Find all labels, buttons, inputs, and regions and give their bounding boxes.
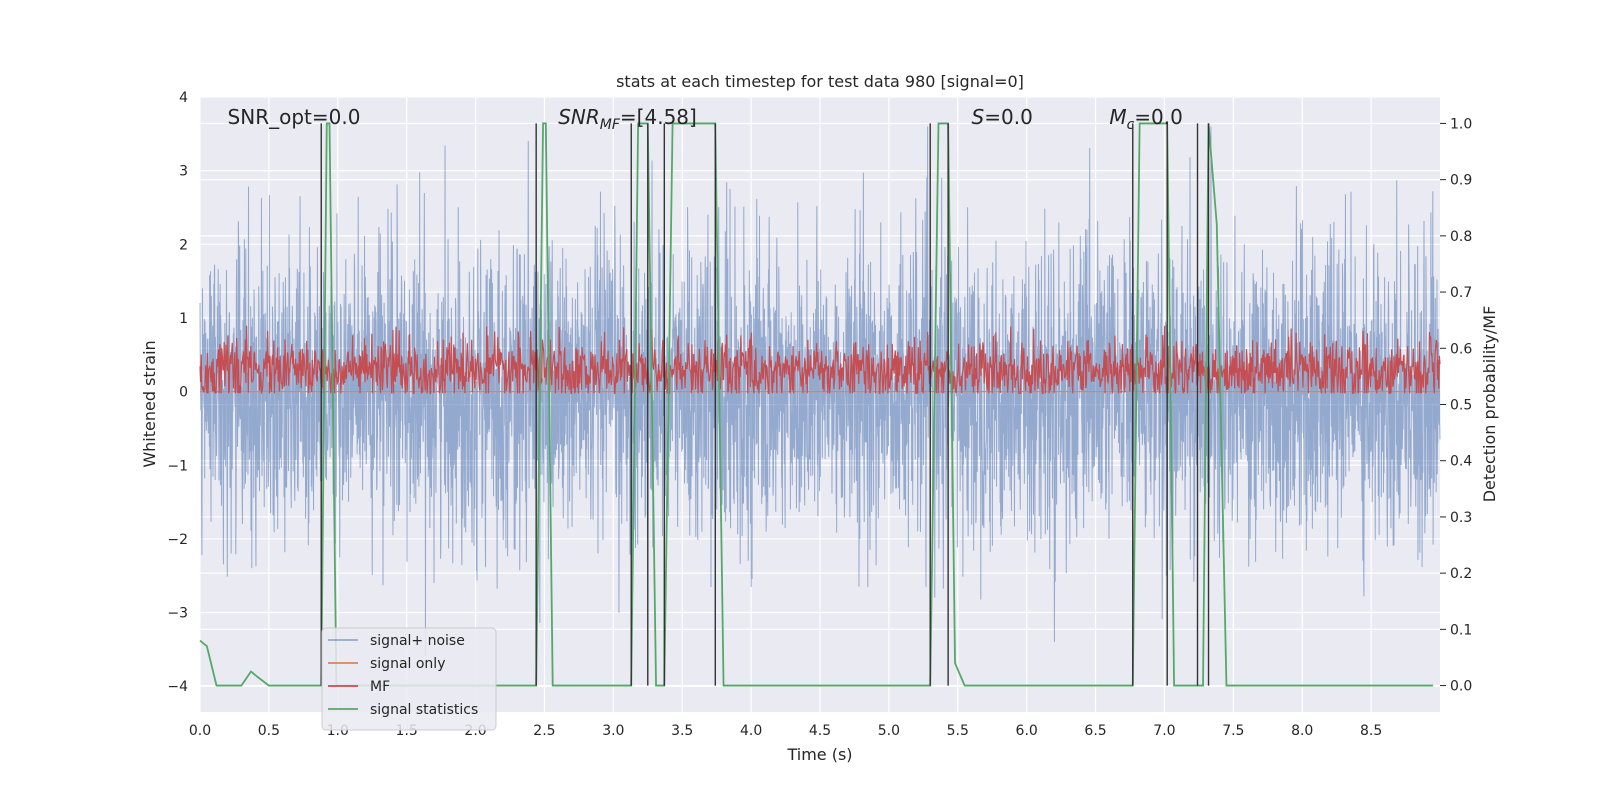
y-right-tick-label: 0.1 [1450, 622, 1472, 638]
legend-label: MF [370, 679, 390, 695]
annotation-text: S=0.0 [972, 105, 1033, 129]
legend-box [321, 627, 497, 731]
legend-label: signal statistics [370, 702, 478, 718]
y-right-tick-label: 0.4 [1450, 454, 1472, 470]
legend-label: signal+ noise [370, 633, 465, 649]
x-tick-label: 7.5 [1222, 723, 1244, 739]
y-left-tick-label: −2 [167, 532, 188, 548]
series-layer [199, 122, 1441, 687]
x-tick-label: 3.0 [602, 723, 624, 739]
y-right-tick-label: 0.6 [1450, 341, 1472, 357]
x-tick-label: 0.0 [189, 723, 211, 739]
legend-label: signal only [370, 656, 445, 672]
y-left-tick-label: 2 [179, 237, 188, 253]
y-right-axis-label: Detection probability/MF [1480, 306, 1499, 503]
annotation-text: Mc=0.0 [1109, 105, 1183, 133]
x-tick-label: 2.5 [533, 723, 555, 739]
x-tick-label: 5.0 [878, 723, 900, 739]
y-right-tick-label: 0.7 [1450, 285, 1472, 301]
annotation-text: SNR_opt=0.0 [228, 105, 361, 129]
y-left-tick-label: 3 [179, 164, 188, 180]
y-left-tick-label: 1 [179, 311, 188, 327]
x-tick-label: 3.5 [671, 723, 693, 739]
x-tick-label: 4.0 [740, 723, 762, 739]
legend: signal+ noise signal only MF signal statist… [321, 627, 497, 731]
y-left-axis-label: Whitened strain [140, 340, 159, 467]
y-right-tick-label: 0.8 [1450, 229, 1472, 245]
y-right-tick-label: 0.0 [1450, 679, 1472, 695]
x-tick-label: 0.5 [258, 723, 280, 739]
y-right-tick-label: 0.5 [1450, 398, 1472, 414]
x-tick-label: 8.0 [1291, 723, 1313, 739]
series-signal-statistics [199, 122, 1434, 687]
y-left-tick-label: −1 [167, 458, 188, 474]
y-left-tick-label: 0 [179, 385, 188, 401]
y-right-tick-label: 1.0 [1450, 116, 1472, 132]
y-right-tick-label: 0.9 [1450, 173, 1472, 189]
y-left-axis-ticks: −4 −3 −2 −1 0 1 2 3 4 [167, 90, 188, 695]
x-tick-label: 7.0 [1153, 723, 1175, 739]
x-tick-label: 4.5 [809, 723, 831, 739]
y-left-tick-label: −3 [167, 606, 188, 622]
x-tick-label: 6.5 [1084, 723, 1106, 739]
y-left-tick-label: −4 [167, 679, 188, 695]
y-right-tick-label: 0.3 [1450, 510, 1472, 526]
x-tick-label: 8.5 [1360, 723, 1382, 739]
annotation-text: SNRMF=[4.58] [558, 105, 697, 133]
chart-title: stats at each timestep for test data 980… [616, 72, 1024, 91]
y-right-tick-label: 0.2 [1450, 566, 1472, 582]
series-mf [199, 325, 1441, 395]
annotations: SNR_opt=0.0 SNRMF=[4.58] S=0.0 Mc=0.0 [228, 105, 1183, 133]
y-left-tick-label: 4 [179, 90, 188, 106]
x-tick-label: 5.5 [947, 723, 969, 739]
y-right-axis-ticks: 0.0 0.1 0.2 0.3 0.4 0.5 0.6 0.7 0.8 0.9 1.0 [1440, 116, 1472, 695]
x-axis-label: Time (s) [786, 745, 852, 764]
x-tick-label: 6.0 [1016, 723, 1038, 739]
